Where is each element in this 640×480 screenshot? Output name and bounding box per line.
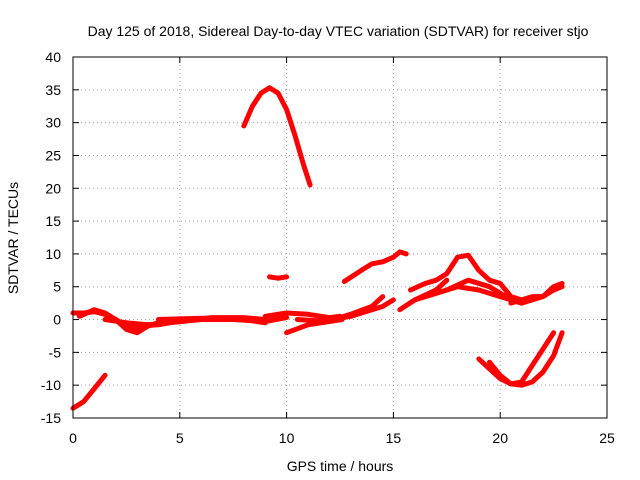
x-tick-label: 0 (69, 430, 77, 446)
y-tick-label: 25 (45, 147, 61, 163)
series-arc-6 (155, 315, 268, 326)
series-arc-18 (476, 330, 557, 387)
y-axis-label: SDTVAR / TECUs (5, 182, 21, 294)
grid-lines (73, 57, 607, 418)
y-tick-label: 5 (53, 279, 61, 295)
x-tick-label: 15 (386, 430, 402, 446)
y-tick-label: 10 (45, 246, 61, 262)
series-arc-9 (262, 310, 343, 321)
y-tick-label: -10 (41, 377, 61, 393)
series-arc-15 (408, 252, 525, 303)
y-tick-label: -15 (41, 410, 61, 426)
chart-title: Day 125 of 2018, Sidereal Day-to-day VTE… (88, 23, 589, 39)
y-tick-label: 0 (53, 312, 61, 328)
x-tick-label: 5 (176, 430, 184, 446)
y-tick-label: 20 (45, 180, 61, 196)
series-arc-20 (508, 280, 565, 306)
series-arc-1 (70, 372, 108, 411)
series-arc-19 (487, 330, 565, 388)
series-arc-7 (241, 85, 313, 188)
x-axis-label: GPS time / hours (287, 458, 394, 474)
y-tick-label: -5 (49, 344, 62, 360)
x-tick-label: 10 (279, 430, 295, 446)
series-arc-13 (341, 249, 409, 284)
y-tick-label: 40 (45, 49, 61, 65)
x-tick-label: 20 (492, 430, 508, 446)
y-tick-label: 15 (45, 213, 61, 229)
plot-frame (72, 56, 608, 419)
x-tick-label: 25 (599, 430, 615, 446)
series-arc-12 (326, 294, 386, 324)
y-tick-label: 35 (45, 82, 61, 98)
axis-ticks: 0 5 10 15 20 25 -15 -10 -5 0 5 10 15 20 25 30 35 40 (41, 49, 615, 446)
y-tick-label: 30 (45, 115, 61, 131)
series-arc-8 (267, 274, 290, 281)
data-series (70, 85, 565, 411)
